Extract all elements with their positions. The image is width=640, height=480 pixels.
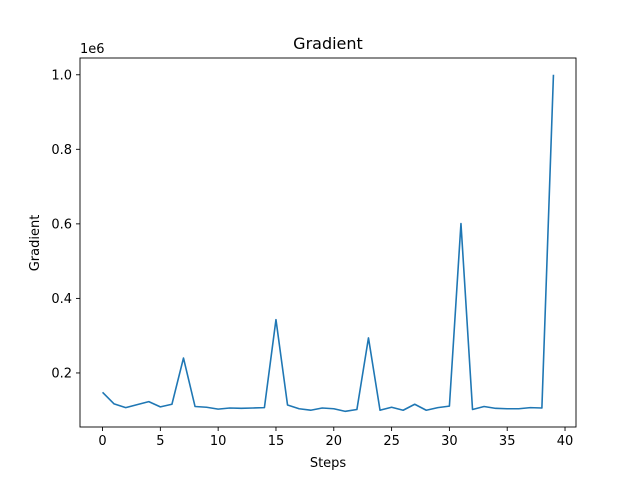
axes-frame — [79, 57, 577, 428]
data-point — [356, 409, 358, 411]
data-point — [321, 407, 323, 409]
data-point — [391, 406, 393, 408]
x-tick-label: 20 — [326, 434, 343, 449]
data-point — [518, 408, 520, 410]
data-point — [310, 409, 312, 411]
data-point — [194, 406, 196, 408]
data-point — [264, 407, 266, 409]
data-point — [287, 404, 289, 406]
series-line-0 — [101, 74, 555, 413]
x-tick-label: 35 — [499, 434, 516, 449]
data-point — [171, 403, 173, 405]
x-tick-label: 15 — [268, 434, 285, 449]
y-tick-label: 1.0 — [51, 68, 72, 83]
data-point — [414, 403, 416, 405]
data-point — [553, 74, 555, 76]
x-tick-label: 0 — [98, 434, 106, 449]
y-tick-label: 0.8 — [51, 143, 72, 158]
x-tick-label: 5 — [156, 434, 164, 449]
data-point — [345, 411, 347, 413]
data-point — [125, 407, 127, 409]
data-point — [379, 409, 381, 411]
data-point — [206, 406, 208, 408]
data-point — [425, 409, 427, 411]
data-point — [541, 407, 543, 409]
data-point — [449, 405, 451, 407]
data-point — [530, 407, 532, 409]
y-offset-text: 1e6 — [80, 42, 105, 57]
data-point — [113, 403, 115, 405]
x-tick-label: 10 — [210, 434, 227, 449]
data-point — [136, 404, 138, 406]
data-point — [148, 401, 150, 403]
data-point — [229, 407, 231, 409]
chart-title: Gradient — [293, 34, 363, 53]
x-tick-label: 40 — [557, 434, 574, 449]
data-point — [506, 408, 508, 410]
y-tick-label: 0.6 — [51, 217, 72, 232]
data-point — [298, 408, 300, 410]
x-axis-label: Steps — [310, 456, 347, 471]
data-point — [217, 408, 219, 410]
data-point — [483, 406, 485, 408]
y-tick-label: 0.2 — [51, 366, 72, 381]
y-tick-label: 0.4 — [51, 292, 72, 307]
data-point — [240, 408, 242, 410]
data-point — [102, 392, 104, 394]
plot-area: 0 5 10 15 20 25 30 35 40 0.2 0.4 0.6 0.8 1.0 — [51, 57, 577, 449]
data-point — [460, 223, 462, 225]
y-axis-label: Gradient — [28, 215, 43, 272]
data-point — [252, 407, 254, 409]
data-point — [333, 408, 335, 410]
x-tick-label: 30 — [441, 434, 458, 449]
data-point — [183, 357, 185, 359]
data-point — [160, 406, 162, 408]
data-point — [275, 319, 277, 321]
data-point — [368, 337, 370, 339]
data-point — [437, 407, 439, 409]
data-point — [402, 409, 404, 411]
data-point — [472, 409, 474, 411]
x-tick-label: 25 — [383, 434, 400, 449]
data-point — [495, 408, 497, 410]
